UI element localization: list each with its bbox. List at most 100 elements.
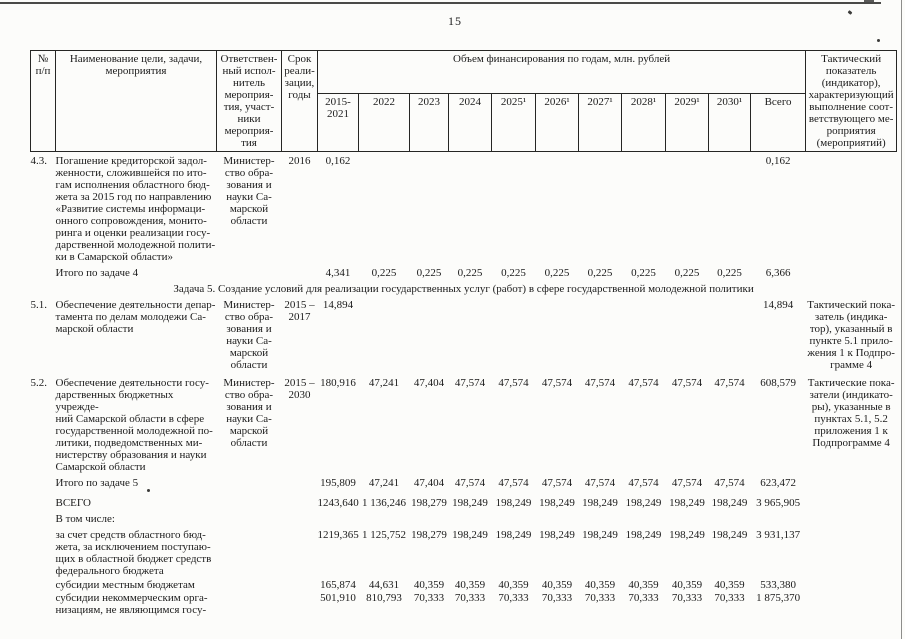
cell-value: 70,333	[541, 592, 573, 604]
cell-value	[579, 509, 622, 525]
cell-row-executor: Министер- ство обра- зования и науки Са-…	[223, 299, 275, 371]
cell-row-period: 2015 – 2030	[284, 377, 315, 401]
year-col-header: 2024	[448, 93, 492, 152]
table-row: Итого по задаче 4 4,341 0,225 0,225 0,225 0,2…	[31, 263, 897, 279]
cell-value: 198,249	[539, 497, 575, 509]
cell-value	[318, 509, 359, 525]
cell-row-num	[31, 525, 56, 577]
cell-value	[449, 509, 492, 525]
cell-value: 47,574	[671, 377, 703, 389]
cell-value	[709, 152, 751, 264]
year-col-header: 2023	[409, 93, 449, 152]
cell-value: 1243,640	[317, 497, 359, 509]
cell-value: 3 965,905	[756, 497, 801, 509]
cell-row-num: 5.2.	[30, 377, 48, 389]
cell-value: 70,333	[714, 592, 745, 604]
section-row: Задача 5. Создание условий для реализаци…	[31, 279, 897, 295]
cell-value: 47,574	[671, 477, 703, 489]
cell-value: 198,249	[452, 529, 488, 541]
cell-row-num	[31, 509, 56, 525]
cell-value: 47,574	[714, 477, 745, 489]
cell-row-executor	[217, 263, 282, 279]
cell-value: 198,249	[582, 529, 618, 541]
table-row: В том числе:	[31, 509, 897, 525]
cell-value: 1219,365	[317, 529, 359, 541]
cell-value: 47,241	[368, 377, 400, 389]
cell-row-period	[282, 489, 318, 509]
cell-row-tactical: Тактический пока- затель (индика- тор), …	[807, 299, 896, 371]
cell-value: 0,225	[457, 267, 483, 279]
table-row: субсидии некоммерческим орга- низациям, …	[31, 591, 897, 616]
cell-row-num	[31, 591, 56, 616]
cell-value	[359, 509, 410, 525]
cell-value: 70,333	[413, 592, 445, 604]
year-col-header: 2025¹	[491, 93, 536, 152]
year-col-header: 2027¹	[578, 93, 622, 152]
cell-value: 47,574	[584, 377, 616, 389]
cell-row-num: 5.1.	[30, 299, 48, 311]
year-col-header: Всего	[749, 93, 807, 152]
cell-row-tactical	[806, 489, 897, 509]
cell-value	[751, 509, 806, 525]
cell-value: 198,249	[452, 497, 488, 509]
cell-row-tactical	[806, 473, 897, 489]
cell-value: 0,162	[325, 155, 351, 167]
cell-row-executor	[217, 509, 282, 525]
cell-value: 47,574	[541, 477, 573, 489]
cell-value	[359, 295, 410, 371]
cell-value	[579, 295, 622, 371]
table-row: 4.3. Погашение кредиторской задол- женнос…	[31, 152, 897, 264]
cell-value: 0,225	[674, 267, 700, 279]
cell-value: 70,333	[628, 592, 659, 604]
cell-value: 70,333	[584, 592, 616, 604]
cell-row-executor	[217, 489, 282, 509]
cell-row-period	[282, 509, 318, 525]
year-col-header: 2015- 2021	[317, 93, 359, 152]
cell-row-name: субсидии некоммерческим орга- низациям, …	[55, 592, 208, 616]
cell-value	[579, 152, 622, 264]
cell-row-period	[282, 591, 318, 616]
cell-value	[449, 295, 492, 371]
cell-value: 14,894	[322, 299, 354, 311]
cell-value: 70,333	[671, 592, 703, 604]
year-col-header: 2028¹	[621, 93, 666, 152]
cell-row-executor	[217, 473, 282, 489]
header-row-top: № п/п Наименование цели, задачи, меропри…	[30, 50, 898, 152]
cell-value: 198,249	[711, 529, 748, 541]
cell-value	[666, 152, 709, 264]
cell-value: 0,225	[544, 267, 570, 279]
cell-row-name: субсидии местным бюджетам	[55, 579, 195, 591]
cell-value: 40,359	[413, 579, 445, 591]
cell-row-num	[31, 473, 56, 489]
cell-row-period	[282, 577, 318, 591]
cell-value: 501,910	[320, 592, 356, 604]
cell-value: 70,333	[454, 592, 486, 604]
cell-row-name: Итого по задаче 5	[55, 477, 139, 489]
cell-value	[709, 509, 751, 525]
year-col-header: 2030¹	[708, 93, 751, 152]
table-row: 5.2. Обеспечение деятельности госу- дарст…	[31, 371, 897, 473]
cell-value: 40,359	[498, 579, 529, 591]
scan-top-edge-line	[0, 2, 881, 4]
cell-value: 47,574	[541, 377, 573, 389]
cell-value	[492, 295, 536, 371]
page-number: 15	[448, 14, 462, 28]
cell-value: 70,333	[498, 592, 529, 604]
cell-row-tactical	[806, 591, 897, 616]
cell-value: 47,404	[413, 477, 445, 489]
cell-value: 623,472	[760, 477, 796, 489]
cell-row-name: за счет средств областного бюд- жета, за…	[55, 529, 212, 577]
cell-value: 40,359	[584, 579, 616, 591]
cell-value: 533,380	[760, 579, 796, 591]
cell-row-num: 4.3.	[30, 155, 48, 167]
cell-value: 198,249	[495, 529, 532, 541]
cell-row-num	[31, 489, 56, 509]
col-header-tactical: Тактический показатель (индикатор), хара…	[805, 50, 898, 152]
cell-value	[622, 509, 666, 525]
cell-row-tactical	[806, 509, 897, 525]
cell-row-name: Обеспечение деятельности госу- дарственн…	[55, 377, 213, 473]
cell-value: 198,249	[711, 497, 748, 509]
cell-value: 44,631	[368, 579, 400, 591]
cell-value	[622, 152, 666, 264]
table-row: Итого по задаче 5 195,809 47,241 47,404 47,5…	[31, 473, 897, 489]
